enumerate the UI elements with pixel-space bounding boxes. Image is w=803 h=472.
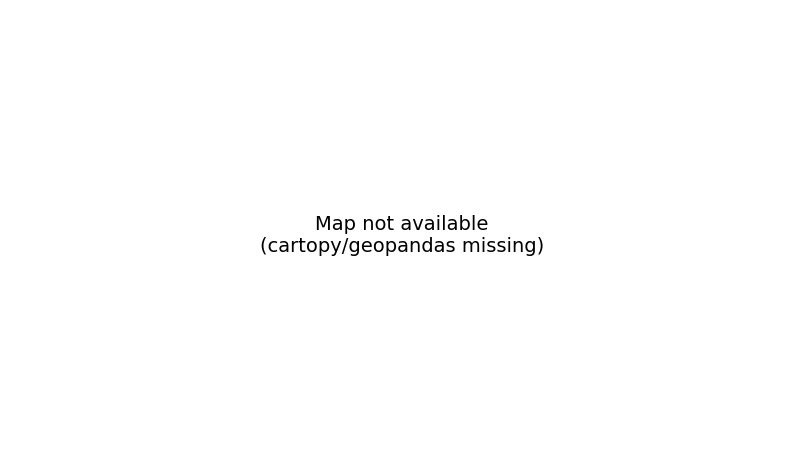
Text: Map not available
(cartopy/geopandas missing): Map not available (cartopy/geopandas mis…	[259, 216, 544, 256]
